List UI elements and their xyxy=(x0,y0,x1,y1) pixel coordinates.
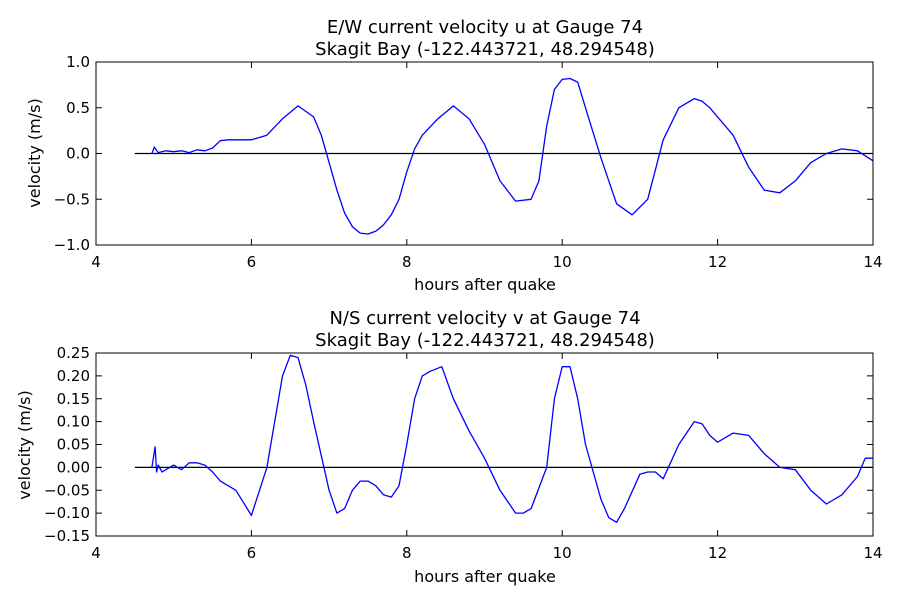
y-tick-label: 0.05 xyxy=(57,436,90,454)
x-tick-label: 6 xyxy=(247,253,257,271)
x-tick-label: 12 xyxy=(708,253,727,271)
y-tick-label: 0.10 xyxy=(57,413,90,431)
chart-panel-ew: E/W current velocity u at Gauge 74 Skagi… xyxy=(25,17,883,294)
chart-subtitle: Skagit Bay (-122.443721, 48.294548) xyxy=(315,39,655,60)
x-tick-label: 10 xyxy=(553,253,572,271)
x-tick-label: 4 xyxy=(91,544,101,562)
chart-title: E/W current velocity u at Gauge 74 xyxy=(327,17,643,38)
chart-title: N/S current velocity v at Gauge 74 xyxy=(329,308,640,329)
x-tick-label: 10 xyxy=(553,544,572,562)
x-tick-label: 12 xyxy=(708,544,727,562)
y-tick-label: −0.15 xyxy=(44,527,90,545)
series-line xyxy=(151,354,873,523)
y-tick-label: 0.15 xyxy=(57,390,90,408)
x-axis-label: hours after quake xyxy=(414,275,556,294)
x-tick-label: 8 xyxy=(402,253,412,271)
series-line xyxy=(151,77,874,235)
x-tick-label: 14 xyxy=(863,544,882,562)
x-tick-label: 14 xyxy=(863,253,882,271)
y-tick-label: −1.0 xyxy=(54,236,90,254)
y-tick-label: −0.05 xyxy=(44,481,90,499)
y-axis-label: velocity (m/s) xyxy=(15,390,34,499)
chart-subtitle: Skagit Bay (-122.443721, 48.294548) xyxy=(315,330,655,351)
y-tick-label: 0.00 xyxy=(57,458,90,476)
y-tick-label: 0.5 xyxy=(66,99,90,117)
y-axis-label: velocity (m/s) xyxy=(25,98,44,207)
y-tick-label: 0.0 xyxy=(66,145,90,163)
y-tick-label: 1.0 xyxy=(66,53,90,71)
y-tick-label: 0.20 xyxy=(57,367,90,385)
x-tick-label: 8 xyxy=(402,544,412,562)
x-tick-label: 6 xyxy=(247,544,257,562)
y-tick-label: −0.10 xyxy=(44,504,90,522)
y-tick-label: 0.25 xyxy=(57,344,90,362)
x-tick-label: 4 xyxy=(91,253,101,271)
x-axis-label: hours after quake xyxy=(414,567,556,586)
chart-panel-ns: N/S current velocity v at Gauge 74 Skagi… xyxy=(15,308,883,586)
y-tick-label: −0.5 xyxy=(54,190,90,208)
